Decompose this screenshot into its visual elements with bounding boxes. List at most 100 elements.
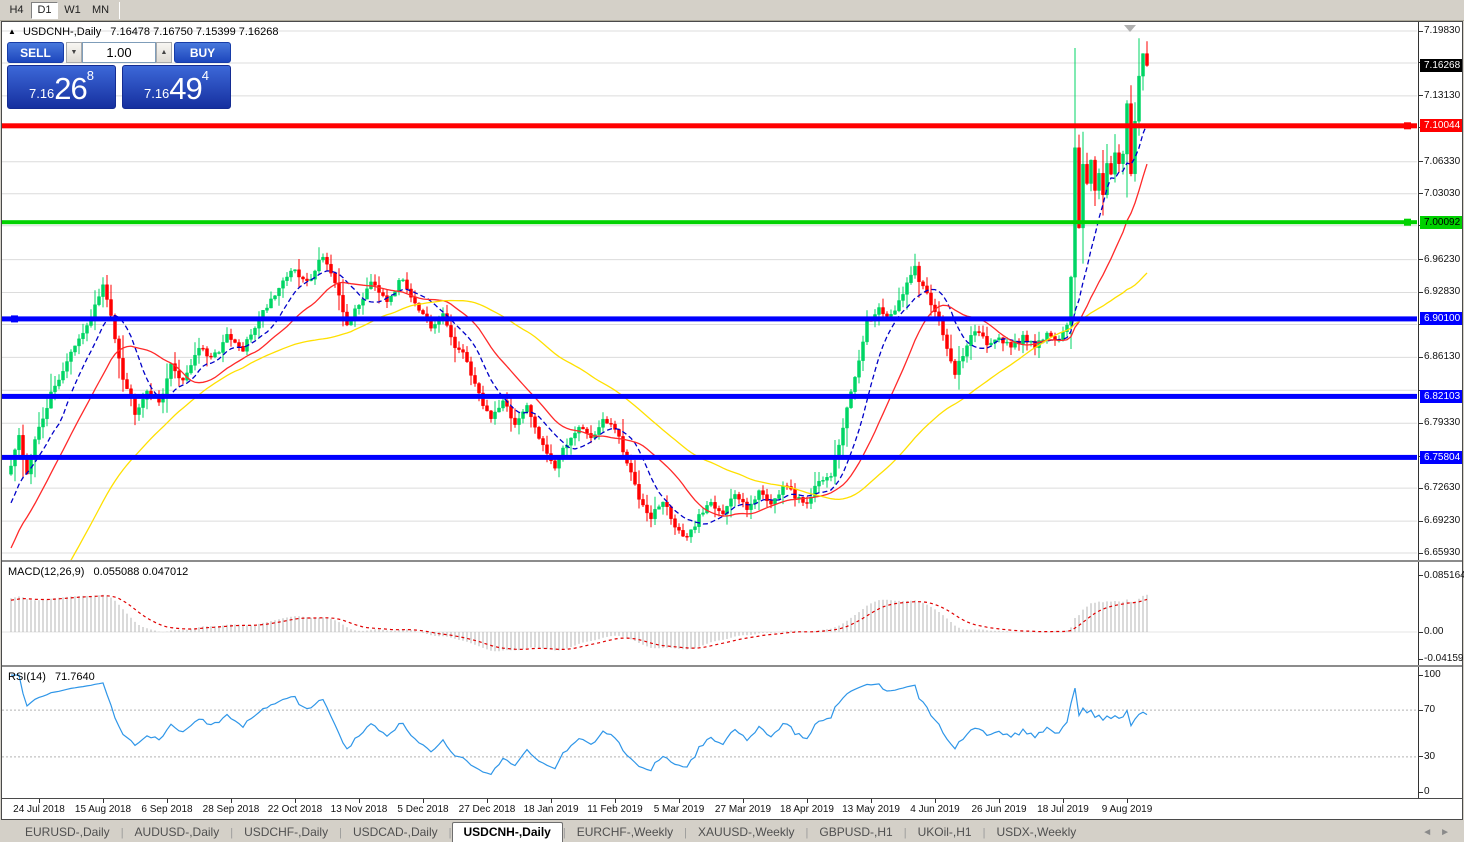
- axis-tick: [1419, 674, 1423, 676]
- date-label: 4 Jun 2019: [910, 804, 960, 815]
- macd-axis-label: 0.085164: [1424, 569, 1464, 581]
- macd-axis-label: -0.041597: [1424, 653, 1464, 665]
- volume-input[interactable]: 1.00: [82, 42, 156, 63]
- chart-window: 7.19830 7.13130 7.06330 7.03030 6.96230 6.928…: [1, 21, 1464, 820]
- sell-price-prefix: 7.16: [28, 86, 55, 101]
- axis-tick: [1419, 487, 1423, 489]
- macd-canvas[interactable]: [2, 562, 1417, 665]
- date-label: 18 Jan 2019: [523, 804, 579, 815]
- time-tick: [423, 799, 424, 803]
- time-tick: [743, 799, 744, 803]
- panel-splitter[interactable]: [2, 665, 1462, 667]
- price-axis-label: 6.72630: [1424, 482, 1461, 494]
- collapse-icon[interactable]: ▲: [8, 27, 16, 36]
- timeframe-button-d1[interactable]: D1: [31, 1, 58, 19]
- sell-price-display[interactable]: 7.16 26 8: [7, 65, 116, 109]
- price-axis-label: 6.92830: [1424, 286, 1461, 298]
- date-label: 6 Sep 2018: [141, 804, 193, 815]
- timeframe-toolbar: H4 D1 W1 MN: [0, 0, 1464, 21]
- line-price-badge: 6.82103: [1420, 389, 1462, 403]
- tab-separator: |: [230, 827, 234, 839]
- axis-tick: [1419, 193, 1423, 195]
- rsi-axis-label: 100: [1424, 669, 1441, 680]
- ohlc-values: 7.16478 7.16750 7.15399 7.16268: [110, 26, 279, 38]
- sell-price-pip: 8: [86, 68, 95, 83]
- line-price-badge: 7.10044: [1420, 119, 1462, 133]
- one-click-trade-widget: SELL ▼ 1.00 ▲ BUY 7.16 26 8 7.16 49 4: [7, 42, 231, 109]
- chart-tab-bar: EURUSD-,Daily | AUDUSD-,Daily | USDCHF-,Dail…: [0, 821, 1464, 842]
- volume-increase-button[interactable]: ▲: [156, 42, 172, 63]
- macd-values: 0.055088 0.047012: [93, 566, 189, 578]
- rsi-axis-label: 30: [1424, 750, 1436, 762]
- time-tick: [615, 799, 616, 803]
- time-tick: [807, 799, 808, 803]
- panel-splitter[interactable]: [2, 560, 1462, 562]
- axis-tick: [1419, 631, 1423, 633]
- time-tick: [359, 799, 360, 803]
- macd-label: MACD(12,26,9) 0.055088 0.047012: [8, 566, 188, 578]
- chart-tab-audusd-daily[interactable]: AUDUSD-,Daily: [134, 825, 220, 839]
- toolbar-separator: [119, 1, 120, 19]
- date-label: 9 Aug 2019: [1101, 804, 1153, 815]
- buy-button[interactable]: BUY: [174, 42, 231, 63]
- axis-tick: [1419, 356, 1423, 358]
- bull-candles: [9, 53, 1145, 538]
- macd-axis: 0.085164 0.00 -0.041597: [1418, 562, 1464, 665]
- buy-price-display[interactable]: 7.16 49 4: [122, 65, 231, 109]
- price-chart-canvas[interactable]: [2, 22, 1417, 560]
- price-axis: 7.19830 7.13130 7.06330 7.03030 6.96230 6.928…: [1418, 22, 1462, 560]
- axis-tick: [1419, 259, 1423, 261]
- price-axis-label: 6.69230: [1424, 515, 1461, 527]
- tab-scroll-right-icon[interactable]: ►: [1440, 827, 1458, 838]
- rsi-canvas[interactable]: [2, 667, 1417, 798]
- horizontal-line: [2, 454, 1417, 460]
- date-label: 15 Aug 2018: [74, 804, 132, 815]
- time-axis[interactable]: 24 Jul 2018 15 Aug 2018 6 Sep 2018 28 Sep 2…: [2, 798, 1462, 819]
- time-tick: [999, 799, 1000, 803]
- price-axis-label: 6.96230: [1424, 253, 1461, 265]
- chart-tab-usdcnh-daily[interactable]: USDCNH-,Daily: [451, 822, 563, 842]
- horizontal-line: [2, 220, 1417, 225]
- chart-tab-eurusd-daily[interactable]: EURUSD-,Daily: [25, 825, 110, 839]
- price-axis-label: 7.19830: [1424, 25, 1461, 36]
- rsi-panel: 100 70 30 0 RSI(14) 71.7640: [2, 667, 1462, 798]
- timeframe-button-mn[interactable]: MN: [87, 1, 114, 19]
- date-label: 18 Apr 2019: [780, 804, 834, 815]
- price-panel: 7.19830 7.13130 7.06330 7.03030 6.96230 6.928…: [2, 22, 1462, 560]
- horizontal-line: [2, 123, 1417, 129]
- timeframe-button-w1[interactable]: W1: [59, 1, 86, 19]
- tab-scroll-arrows[interactable]: ◄►: [1422, 827, 1458, 838]
- time-tick: [103, 799, 104, 803]
- line-handle: [1404, 218, 1411, 226]
- date-label: 27 Dec 2018: [458, 804, 516, 815]
- tab-scroll-left-icon[interactable]: ◄: [1422, 827, 1441, 838]
- moving-average-55: [70, 272, 1148, 560]
- sell-price-big: 26: [54, 71, 87, 106]
- volume-decrease-button[interactable]: ▼: [66, 42, 82, 63]
- time-tick: [231, 799, 232, 803]
- axis-tick: [1419, 552, 1423, 554]
- chart-tab-usdx-weekly[interactable]: USDX-,Weekly: [996, 825, 1077, 839]
- rsi-name: RSI(14): [8, 671, 46, 683]
- time-tick: [295, 799, 296, 803]
- timeframe-button-h4[interactable]: H4: [3, 1, 30, 19]
- sell-button[interactable]: SELL: [7, 42, 64, 63]
- chart-tab-ukoil-h1[interactable]: UKOil-,H1: [917, 825, 972, 839]
- date-label: 13 May 2019: [842, 804, 900, 815]
- price-axis-label: 7.06330: [1424, 155, 1461, 167]
- tab-separator: |: [448, 827, 452, 839]
- time-tick: [487, 799, 488, 803]
- line-handle: [1404, 122, 1411, 130]
- date-label: 28 Sep 2018: [202, 804, 260, 815]
- chart-tab-usdchf-daily[interactable]: USDCHF-,Daily: [244, 825, 329, 839]
- chart-tab-eurchf-weekly[interactable]: EURCHF-,Weekly: [576, 825, 674, 839]
- price-axis-label: 7.03030: [1424, 187, 1461, 199]
- time-tick: [1063, 799, 1064, 803]
- moving-average-21: [10, 163, 1148, 549]
- chart-tab-usdcad-daily[interactable]: USDCAD-,Daily: [352, 825, 438, 839]
- tab-separator: |: [684, 827, 688, 839]
- chart-end-marker-icon: [1124, 25, 1136, 32]
- chart-tab-gbpusd-h1[interactable]: GBPUSD-,H1: [819, 825, 893, 839]
- line-handle: [11, 315, 18, 323]
- chart-tab-xauusd-weekly[interactable]: XAUUSD-,Weekly: [698, 825, 795, 839]
